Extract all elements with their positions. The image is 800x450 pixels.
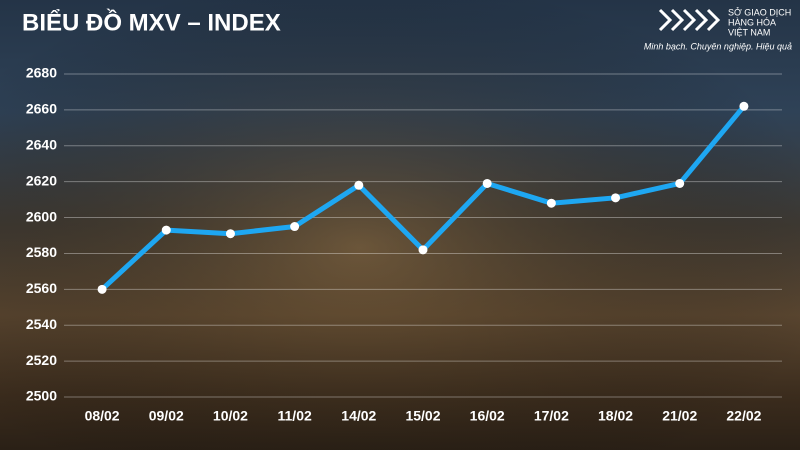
marker (482, 178, 492, 188)
y-tick-label: 2600 (26, 208, 57, 224)
x-tick-label: 17/02 (534, 408, 569, 424)
marker (161, 225, 171, 235)
y-tick-label: 2640 (26, 136, 57, 152)
x-tick-label: 14/02 (341, 408, 376, 424)
y-tick-label: 2580 (26, 244, 57, 260)
y-tick-label: 2660 (26, 101, 57, 117)
marker (611, 193, 621, 203)
logo-text: VIỆT NAM (728, 27, 770, 37)
x-tick-label: 22/02 (726, 408, 761, 424)
marker (418, 245, 428, 255)
x-tick-label: 18/02 (598, 408, 633, 424)
tagline: Minh bạch. Chuyên nghiệp. Hiệu quả (644, 41, 792, 51)
y-tick-label: 2620 (26, 172, 57, 188)
marker (675, 178, 685, 188)
x-tick-label: 09/02 (149, 408, 184, 424)
marker (546, 198, 556, 208)
y-tick-label: 2540 (26, 316, 57, 332)
x-tick-label: 16/02 (470, 408, 505, 424)
x-tick-label: 11/02 (278, 408, 312, 424)
marker (97, 284, 107, 294)
marker (739, 101, 749, 111)
marker (290, 222, 300, 232)
x-tick-label: 10/02 (213, 408, 248, 424)
marker (225, 229, 235, 239)
logo-text: HÀNG HÓA (728, 17, 776, 27)
chart-title: BIỂU ĐỒ MXV – INDEX (22, 8, 281, 36)
x-tick-label: 15/02 (405, 408, 440, 424)
logo-text: SỞ GIAO DỊCH (728, 6, 791, 17)
y-tick-label: 2520 (26, 352, 57, 368)
x-tick-label: 21/02 (662, 408, 697, 424)
marker (354, 180, 364, 190)
x-tick-label: 08/02 (85, 408, 120, 424)
y-tick-label: 2680 (26, 65, 57, 81)
y-tick-label: 2560 (26, 280, 57, 296)
y-tick-label: 2500 (26, 388, 57, 404)
logo (658, 8, 721, 32)
